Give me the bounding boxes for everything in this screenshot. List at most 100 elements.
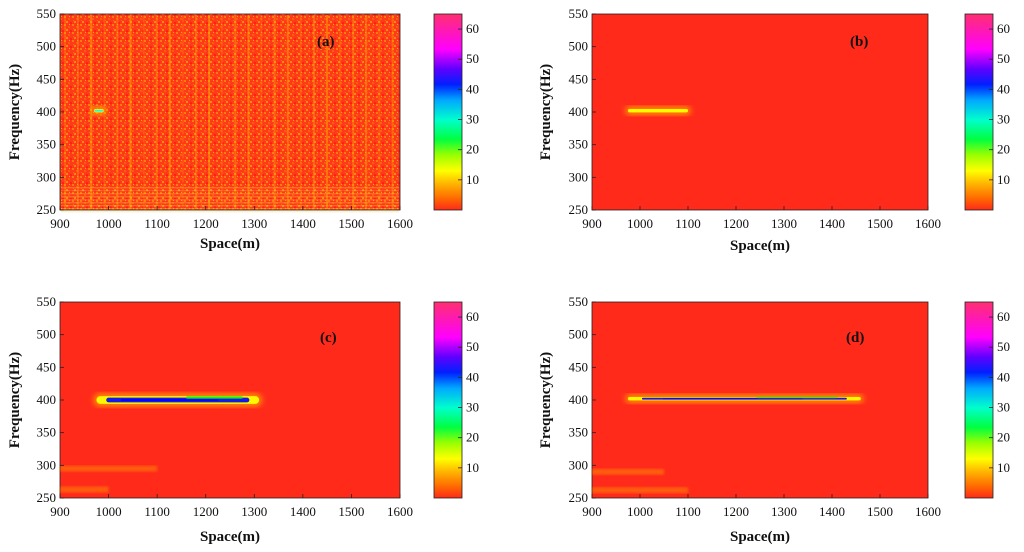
x-tick-label: 900	[582, 504, 602, 519]
heat-features	[625, 106, 691, 116]
panel-label: (a)	[317, 34, 335, 50]
noise-column	[129, 15, 132, 209]
noise-column	[391, 15, 394, 209]
colorbar	[964, 13, 994, 211]
x-tick-label: 1000	[96, 504, 122, 519]
x-axis-label: Space(m)	[200, 236, 260, 252]
y-tick-label: 400	[569, 392, 589, 407]
colorbar-tick-label: 60	[466, 21, 479, 36]
colorbar-tick-label: 60	[466, 309, 479, 324]
x-tick-label: 1400	[819, 504, 845, 519]
colorbar-tick-label: 20	[997, 142, 1010, 157]
noise-column	[168, 15, 171, 209]
colorbar	[433, 13, 463, 211]
noise-row	[61, 199, 399, 201]
x-tick-label: 1100	[144, 504, 170, 519]
x-ticks: 900 1000 1100 1200 1300 1400 1500 1600	[50, 206, 413, 231]
x-tick-label: 1300	[771, 504, 797, 519]
y-tick-label: 300	[569, 457, 589, 472]
noise-column	[208, 15, 211, 209]
noise-column	[77, 15, 80, 209]
x-tick-label: 1600	[387, 216, 413, 231]
y-tick-label: 300	[569, 169, 589, 184]
colorbar-tick-label: 30	[997, 400, 1010, 415]
colorbar-tick-label: 60	[997, 309, 1010, 324]
x-ticks: 900 1000 1100 1200 1300 1400 1500 1600	[582, 206, 941, 231]
x-tick-label: 1200	[193, 504, 219, 519]
y-tick-label: 550	[569, 294, 589, 309]
x-ticks: 900 1000 1100 1200 1300 1400 1500 1600	[582, 494, 941, 519]
x-tick-label: 1200	[723, 504, 749, 519]
noise-row	[61, 196, 399, 198]
y-ticks: 250 300 350 400 450 500 550	[569, 6, 596, 217]
colorbar-tick-label: 60	[997, 21, 1010, 36]
y-tick-label: 450	[37, 359, 57, 374]
x-tick-label: 1400	[290, 504, 316, 519]
x-tick-label: 1300	[771, 216, 797, 231]
colorbar-ticks: 10 20 30 40 50 60	[989, 21, 1010, 187]
x-tick-label: 1500	[338, 504, 364, 519]
panel-label: (d)	[846, 330, 864, 346]
y-axis-label: Frequency(Hz)	[7, 352, 23, 448]
y-tick-label: 250	[569, 490, 589, 505]
feature-peak	[662, 398, 803, 400]
y-tick-label: 500	[569, 39, 589, 54]
y-tick-label: 250	[569, 202, 589, 217]
panel-a: (a) 900 1000 1100 1200 1300 1400 1500 1600 250 3…	[7, 6, 479, 252]
y-tick-label: 500	[37, 39, 57, 54]
y-ticks: 250 300 350 400 450 500 550	[37, 294, 64, 505]
x-axis-label: Space(m)	[730, 238, 790, 254]
heat-features	[60, 393, 263, 493]
noise-row	[61, 202, 399, 204]
panel-label: (b)	[850, 34, 868, 50]
x-tick-label: 1000	[627, 504, 653, 519]
x-tick-label: 1300	[241, 504, 267, 519]
y-tick-label: 450	[569, 71, 589, 86]
colorbar-ticks: 10 20 30 40 50 60	[458, 309, 479, 475]
noise-column	[64, 15, 66, 209]
colorbar-tick-label: 10	[466, 460, 479, 475]
y-tick-label: 350	[37, 137, 57, 152]
y-tick-label: 550	[569, 6, 589, 21]
noise-column	[181, 15, 184, 209]
y-tick-label: 400	[569, 104, 589, 119]
colorbar-tick-label: 50	[997, 51, 1010, 66]
feature-peak	[756, 397, 838, 399]
panel-d: (d) 900 1000 1100 1200 1300 1400 1500 1600 250 3…	[538, 294, 1010, 545]
x-tick-label: 1500	[867, 504, 893, 519]
noise-column	[326, 15, 328, 209]
x-tick-label: 1100	[675, 504, 701, 519]
colorbar-tick-label: 30	[997, 112, 1010, 127]
y-tick-label: 250	[37, 490, 57, 505]
y-tick-label: 450	[37, 71, 57, 86]
feature-core	[94, 109, 104, 112]
noise-row	[61, 193, 399, 195]
low-freq-band	[60, 486, 109, 493]
x-tick-label: 1600	[387, 504, 413, 519]
x-axis-label: Space(m)	[200, 529, 260, 545]
noise-column	[142, 15, 145, 209]
y-ticks: 250 300 350 400 450 500 550	[569, 294, 596, 505]
colorbar-tick-label: 20	[997, 430, 1010, 445]
y-tick-label: 500	[569, 327, 589, 342]
noise-column	[116, 15, 119, 209]
colorbar-tick-label: 50	[466, 339, 479, 354]
noise-column	[155, 15, 158, 209]
noise-column	[378, 15, 381, 209]
low-freq-band	[60, 465, 158, 472]
noise-row	[61, 190, 399, 192]
feature-peak	[120, 399, 219, 401]
x-axis-label: Space(m)	[730, 529, 790, 545]
y-axis-label: Frequency(Hz)	[538, 64, 554, 160]
y-axis-label: Frequency(Hz)	[7, 64, 23, 160]
heat-features	[91, 106, 107, 116]
panel-c: (c) 900 1000 1100 1200 1300 1400 1500 1600 250 3…	[7, 294, 479, 545]
y-tick-label: 350	[569, 137, 589, 152]
low-freq-band	[592, 468, 664, 475]
y-ticks: 250 300 350 400 450 500 550	[37, 6, 64, 217]
noise-row	[61, 208, 399, 210]
y-tick-label: 550	[37, 294, 57, 309]
y-axis-label: Frequency(Hz)	[538, 352, 554, 448]
colorbar-tick-label: 40	[466, 369, 479, 384]
